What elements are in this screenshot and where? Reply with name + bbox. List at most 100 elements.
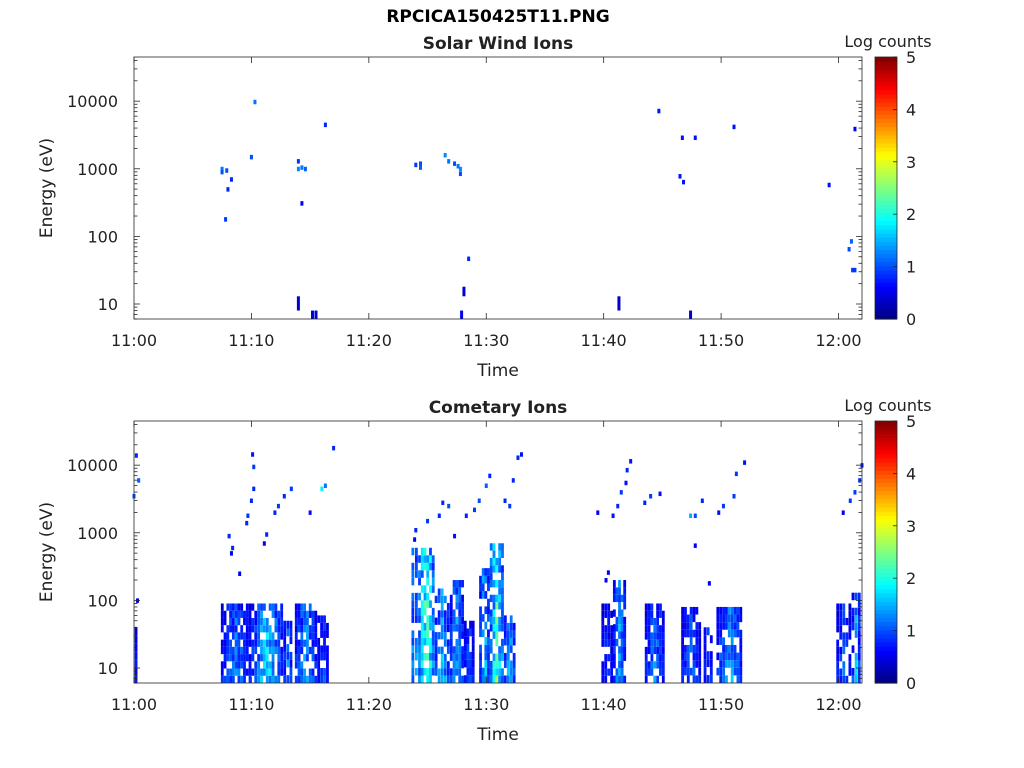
heatmap-cell <box>618 675 621 683</box>
heatmap-cell <box>479 652 482 661</box>
heatmap-cell <box>509 630 513 638</box>
heatmap-cell <box>431 585 435 593</box>
colorbar-tick-label: 0 <box>906 674 916 693</box>
heatmap-cell <box>262 668 266 676</box>
heatmap-cell <box>647 646 651 655</box>
heatmap-cell <box>458 638 462 647</box>
heatmap-cell <box>484 568 488 576</box>
heatmap-cell <box>607 632 611 640</box>
heatmap-cell <box>257 625 261 633</box>
heatmap-point <box>303 166 307 172</box>
heatmap-point <box>426 518 430 524</box>
y-tick-label: 1000 <box>77 160 118 179</box>
heatmap-point <box>225 168 229 173</box>
heatmap-cell <box>644 617 648 626</box>
heatmap-cell <box>420 547 424 556</box>
heatmap-column <box>310 310 314 319</box>
heatmap-cell <box>719 652 723 661</box>
heatmap-cell <box>294 654 298 662</box>
heatmap-cell <box>489 565 493 573</box>
heatmap-point <box>519 452 523 457</box>
heatmap-cell <box>418 615 421 623</box>
heatmap-cell <box>703 659 707 668</box>
x-tick-label: 11:40 <box>581 695 627 714</box>
heatmap-cell <box>484 591 488 599</box>
colorbar-segment <box>875 278 897 283</box>
heatmap-cell <box>420 585 424 593</box>
heatmap-cell <box>314 661 318 669</box>
heatmap-point <box>229 551 233 556</box>
heatmap-cell <box>300 668 304 676</box>
heatmap-cell <box>265 661 269 669</box>
heatmap-cell <box>254 639 258 647</box>
solar-wind-plot-frame <box>133 56 863 320</box>
heatmap-point <box>437 513 441 519</box>
heatmap-cell <box>857 622 861 631</box>
heatmap-cell <box>495 660 499 669</box>
colorbar-segment <box>875 506 897 512</box>
heatmap-cell <box>481 575 485 584</box>
heatmap-cell <box>695 606 699 615</box>
heatmap-cell <box>836 675 840 683</box>
heatmap-point <box>624 480 628 486</box>
heatmap-cell <box>495 653 499 661</box>
heatmap-point <box>276 503 280 509</box>
colorbar-segment <box>875 188 897 193</box>
colorbar-segment <box>875 314 897 320</box>
heatmap-cell <box>644 668 648 676</box>
heatmap-point <box>680 135 684 141</box>
heatmap-cell <box>271 610 275 618</box>
heatmap-cell <box>739 652 743 661</box>
heatmap-cell <box>326 622 329 631</box>
heatmap-cell <box>612 631 616 639</box>
heatmap-cell <box>466 667 470 676</box>
heatmap-point <box>300 165 304 170</box>
heatmap-cell <box>509 675 513 683</box>
heatmap-cell <box>469 628 472 637</box>
heatmap-cell <box>423 637 427 646</box>
heatmap-cell <box>418 660 421 668</box>
colorbar-segment <box>875 167 897 173</box>
heatmap-cell <box>254 646 258 655</box>
heatmap-cell <box>716 667 720 676</box>
colorbar-segment <box>875 241 897 246</box>
heatmap-point <box>419 161 423 166</box>
colorbar-segment <box>875 482 897 488</box>
colorbar-segment <box>875 110 897 115</box>
colorbar-segment <box>875 216 897 222</box>
heatmap-cell <box>265 632 269 640</box>
colorbar-segment <box>875 539 897 545</box>
heatmap-cell <box>423 622 427 631</box>
heatmap-cell <box>489 638 493 647</box>
heatmap-cell <box>836 617 840 626</box>
heatmap-cell <box>463 644 467 652</box>
colorbar-segment <box>875 171 897 177</box>
heatmap-cell <box>620 653 624 661</box>
heatmap-cell <box>495 616 499 625</box>
heatmap-cell <box>418 652 421 661</box>
heatmap-cell <box>426 577 430 586</box>
heatmap-point <box>413 537 417 542</box>
heatmap-cell <box>231 632 235 640</box>
heatmap-cell <box>268 668 272 676</box>
heatmap-cell <box>653 639 657 647</box>
heatmap-cell <box>695 637 699 645</box>
colorbar-segment <box>875 519 897 524</box>
heatmap-cell <box>262 639 266 647</box>
heatmap-cell <box>842 603 846 611</box>
heatmap-cell <box>620 660 624 669</box>
heatmap-cell <box>429 555 432 563</box>
heatmap-cell <box>487 629 490 638</box>
heatmap-cell <box>461 609 464 617</box>
heatmap-cell <box>501 572 504 581</box>
heatmap-cell <box>481 614 485 622</box>
heatmap-cell <box>681 667 685 676</box>
heatmap-point <box>453 161 457 166</box>
heatmap-cell <box>506 622 510 631</box>
heatmap-cell <box>434 661 438 669</box>
heatmap-cell <box>501 653 504 661</box>
colorbar-segment <box>875 592 897 598</box>
heatmap-cell <box>487 637 490 645</box>
heatmap-cell <box>274 646 278 655</box>
heatmap-cell <box>303 639 307 647</box>
